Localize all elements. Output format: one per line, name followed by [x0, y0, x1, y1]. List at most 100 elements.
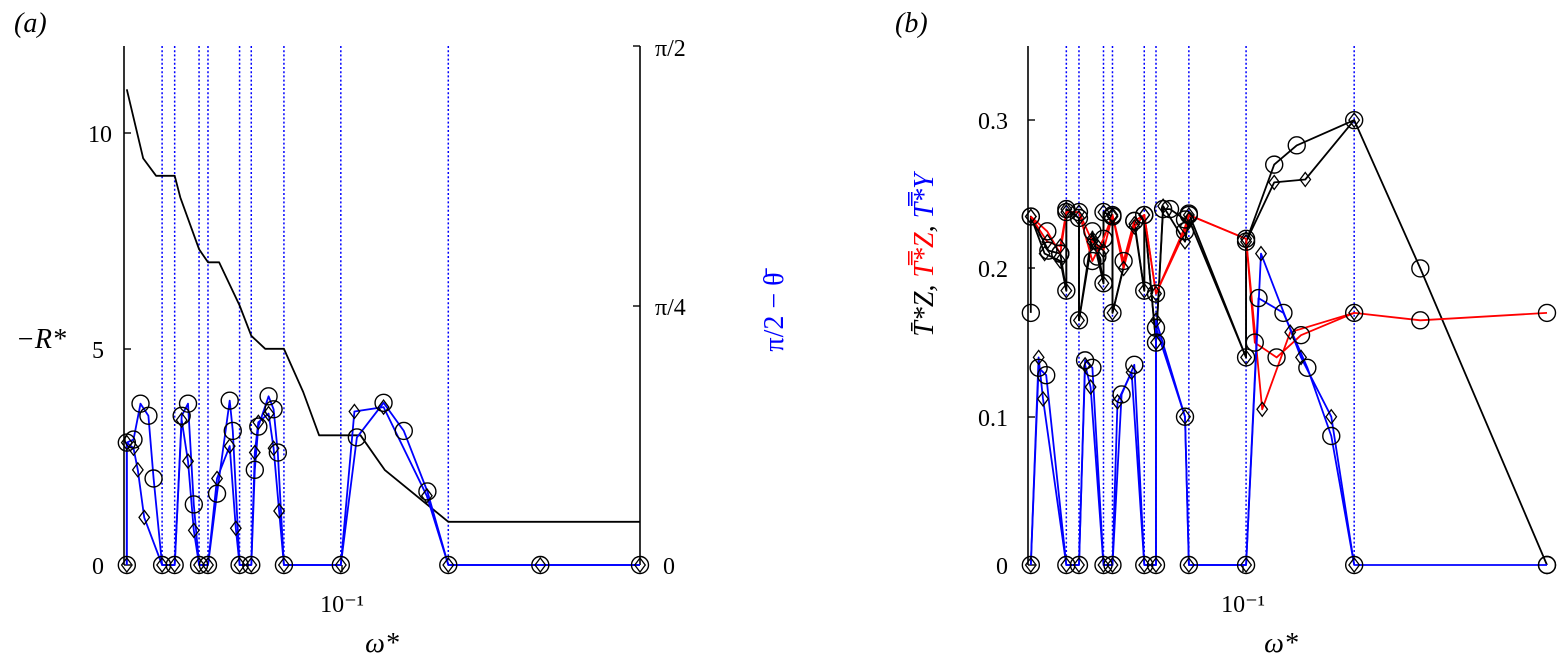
panel-b-series-4-point-2 [1037, 365, 1056, 385]
panel-a-series-2-point-17 [248, 444, 261, 461]
panel-b-series-1-point-9 [1097, 275, 1110, 292]
panel-b-series-4-point-18 [1274, 303, 1293, 323]
panel-a-series [117, 89, 650, 575]
panel-a-xtick-label: 10⁻¹ [320, 592, 364, 618]
panel-b-series-4-point-5 [1075, 351, 1095, 370]
panel-a-series-1-point-12 [198, 555, 218, 575]
panel-b-series-5-point-10 [1125, 364, 1138, 381]
panel-a-ytick-right-label-pi2: π/2 [655, 36, 686, 62]
panel-b-series-0-point-22 [1236, 348, 1256, 367]
panel-b-series-0-point-11 [1094, 202, 1113, 222]
panel-a-series-1-point-29 [439, 555, 458, 575]
panel-a-series-1-point-20 [259, 387, 278, 406]
panel-a-series-1-point-27 [394, 421, 414, 441]
panel-b-series-2-point-4 [1069, 202, 1089, 222]
panel-b-series-4-point-12 [1146, 555, 1166, 575]
panel-b-ytick-label-0: 0 [996, 554, 1008, 580]
panel-a-series-1-point-5 [144, 469, 163, 488]
panel-b-series-4-point-4 [1069, 555, 1089, 575]
panel-b-series-5-point-9 [1111, 393, 1124, 410]
panel-b-series-4-point-14 [1175, 407, 1195, 426]
panel-a-series-1-point-7 [165, 555, 184, 575]
panel-b-series-5-point-15 [1182, 556, 1195, 574]
panel-b-series-4-point-7 [1094, 555, 1113, 575]
panel-b-series-1-point-14 [1138, 282, 1151, 299]
panel-b-series-5-point-16 [1240, 556, 1253, 574]
panel-a-series-1-point-6 [152, 555, 172, 575]
panel-b-series-5-point-0 [1024, 556, 1037, 574]
panel-a-series-1-point-16 [230, 555, 249, 575]
panel-b-series-5-point-5 [1079, 356, 1092, 373]
panel-b-series-5-point-13 [1149, 312, 1163, 329]
panel-a-ytick-right-label-0: 0 [663, 554, 675, 580]
panel-a-series-2-point-7 [175, 412, 188, 429]
panel-b-series-2-point-16 [1267, 348, 1286, 367]
panel-b-series-0-point-17 [1146, 333, 1166, 352]
panel-b-series-4-point-13 [1146, 318, 1166, 337]
panel-a-series-1-point-14 [220, 391, 239, 410]
panel-a-series-1-point-22 [268, 443, 288, 462]
panel-b-series-1-point-17 [1157, 198, 1170, 215]
panel-b-ylabel-part-1: T̄*Z [909, 291, 940, 337]
panel-b-xlabel: ω* [1264, 628, 1298, 659]
panel-b-series-3-point-8 [1117, 260, 1130, 277]
panel-b-series-1-point-24 [1348, 112, 1361, 129]
panel-b-series-0-point-10 [1094, 274, 1113, 293]
panel-b-series-4-point-21 [1344, 555, 1364, 575]
panel-b-series-2-point-10 [1135, 205, 1154, 225]
panel-b-series-0-point-4 [1057, 281, 1076, 300]
panel-b-series-1-line [1029, 119, 1355, 359]
panel-b-series-0-point-0 [1021, 303, 1041, 323]
panel-b-series-4-point-22 [1537, 555, 1557, 575]
panel-a-series-2-point-0 [120, 556, 133, 574]
panel-b-series-3-point-9 [1128, 218, 1141, 235]
panel-b-series-0-point-27 [1411, 259, 1430, 278]
panel-b-series-1-point-12 [1106, 304, 1119, 321]
panel-b-series-0-point-18 [1153, 199, 1173, 219]
panel-a-series-1-point-0 [117, 555, 137, 575]
panel-a-series-2-point-12 [210, 470, 224, 487]
panel-a-series-2-point-11 [201, 556, 215, 574]
panel-b-series-0-point-9 [1088, 247, 1107, 266]
panel-b: (b) 0 0.1 0.2 0.3 10⁻¹ ω* T̄*Z, T̿*Z, T̿… [895, 8, 1557, 659]
panel-a-ylabel-right: π/2 − θ̄ [759, 267, 790, 351]
panel-b-series-2-point-8 [1114, 251, 1133, 271]
panel-a-series-1-point-26 [374, 393, 393, 413]
panel-b-xtick-label: 10⁻¹ [1221, 592, 1265, 618]
panel-a-series-2-point-18 [252, 414, 265, 431]
panel-b-ylabel-part-2: T̿*Z [908, 232, 940, 278]
panel-a-series-2-point-5 [156, 556, 169, 574]
panel-b-series-3-point-0 [1024, 208, 1037, 225]
panel-b-series-3-point-6 [1097, 242, 1110, 259]
panel-b-series-4-point-6 [1083, 358, 1102, 377]
panel-b-series-5-point-12 [1149, 556, 1163, 574]
panel-b-series-5-point-17 [1254, 245, 1268, 262]
panel-b-series-2-point-15 [1245, 333, 1264, 352]
panel-b-ytick-label-0.1: 0.1 [978, 406, 1008, 432]
panel-b-series-1-point-6 [1072, 312, 1086, 329]
panel-b-series-0-point-13 [1103, 303, 1122, 323]
panel-a-series-2-line [125, 406, 640, 566]
panel-b-series-1-point-23 [1299, 171, 1312, 188]
panel-a-series-2-point-8 [181, 453, 195, 470]
panel-a-series-1-point-17 [242, 555, 261, 575]
panel-a-series-2-point-25 [377, 399, 390, 416]
panel-b-series-1-point-4 [1060, 201, 1073, 218]
panel-b-series-3-point-17 [1348, 304, 1361, 321]
panel-b-ylabel: T̄*Z, T̿*Z, T̿*Y [908, 170, 940, 337]
panel-b-series-2-point-19 [1411, 311, 1430, 330]
panel-b-series-3-point-5 [1086, 233, 1099, 250]
panel-a-series-2-point-2 [127, 440, 140, 457]
panel-b-series-5-point-19 [1325, 408, 1338, 425]
panel-a-series-1-point-28 [418, 482, 437, 501]
panel-b-series-2-point-7 [1103, 205, 1122, 225]
panel-a-ytick-right-label-pi4: π/4 [655, 295, 686, 321]
panel-a: (a) 0 5 10 0 π/4 π/2 10⁻¹ ω* −R* π/2 − θ… [14, 8, 790, 659]
panel-a-series-1-point-24 [331, 555, 351, 575]
panel-a-series-1-point-19 [249, 417, 268, 436]
panel-b-ytick-label-0.3: 0.3 [978, 109, 1008, 135]
panel-b-ylabel-sep-1: , [909, 278, 940, 292]
panel-a-series-2-point-13 [223, 437, 236, 455]
panel-a-series-2-point-28 [534, 556, 547, 574]
